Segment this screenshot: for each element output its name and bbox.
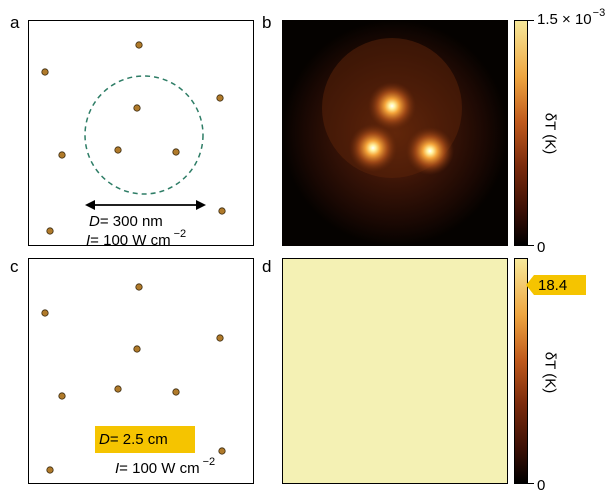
colorbar-bottom-axis-label: δT (K): [541, 351, 559, 394]
particle-dot: [172, 388, 180, 396]
particle-dot: [218, 447, 226, 455]
colorbar-top-max-tick: [528, 20, 534, 21]
particle-dot: [58, 151, 66, 159]
value-tag-shape: [526, 275, 586, 295]
colorbar-bottom: [514, 258, 528, 484]
particle-dot: [46, 466, 54, 474]
colorbar-bottom-min-label: 0: [537, 477, 546, 494]
panel-label-d: d: [262, 257, 272, 276]
particle-dot: [133, 345, 141, 353]
particle-dot: [216, 334, 224, 342]
panel-d-uniform-map: [282, 258, 508, 484]
hot-spot-3: [406, 127, 454, 175]
diameter-highlight: [95, 426, 195, 453]
particle-dot: [135, 283, 143, 291]
particle-dot: [133, 104, 141, 112]
colorbar-top-max-label: 1.5 × 10−3: [537, 7, 606, 28]
particle-dot: [41, 68, 49, 76]
hot-spot-1: [368, 82, 416, 130]
intensity-annotation-a: I= 100 W cm −2: [86, 228, 187, 249]
intensity-annotation-c: I= 100 W cm −2: [115, 456, 216, 477]
colorbar-top-min-label: 0: [537, 239, 546, 256]
diameter-annotation-c: D= 2.5 cm: [99, 431, 168, 448]
heatmap-b: [282, 20, 508, 246]
particle-dot: [41, 309, 49, 317]
hot-spot-2: [349, 124, 397, 172]
panel-b-heatmap: [282, 20, 508, 246]
value-tag: [526, 275, 586, 295]
panel-a-scene: [41, 41, 226, 235]
dashed-circle: [84, 75, 204, 195]
panel-label-b: b: [262, 13, 272, 32]
colorbar-bottom-min-tick: [528, 483, 534, 484]
panel-label-c: c: [10, 257, 19, 276]
colorbar-top-axis-label: δT (K): [541, 112, 559, 155]
particle-dot: [46, 227, 54, 235]
particles-a: [41, 41, 226, 235]
particle-dot: [172, 148, 180, 156]
colorbar-top-min-tick: [528, 245, 534, 246]
panel-label-a: a: [10, 13, 20, 32]
panel-c-scene: [41, 283, 226, 474]
particle-dot: [218, 207, 226, 215]
arrow-head-left: [85, 200, 95, 210]
particle-dot: [135, 41, 143, 49]
arrow-head-right: [196, 200, 206, 210]
colorbar-top: [514, 20, 528, 246]
panel-c-frame: D= 2.5 cm I= 100 W cm −2: [28, 258, 254, 484]
colorbar-bottom-value-label: 18.4: [538, 277, 568, 294]
particle-dot: [216, 94, 224, 102]
particle-dot: [58, 392, 66, 400]
particle-dot: [114, 146, 122, 154]
diameter-annotation-a: D= 300 nm: [89, 213, 163, 230]
panel-a-frame: D= 300 nm I= 100 W cm −2: [28, 20, 254, 249]
particle-dot: [114, 385, 122, 393]
particles-c: [41, 283, 226, 474]
